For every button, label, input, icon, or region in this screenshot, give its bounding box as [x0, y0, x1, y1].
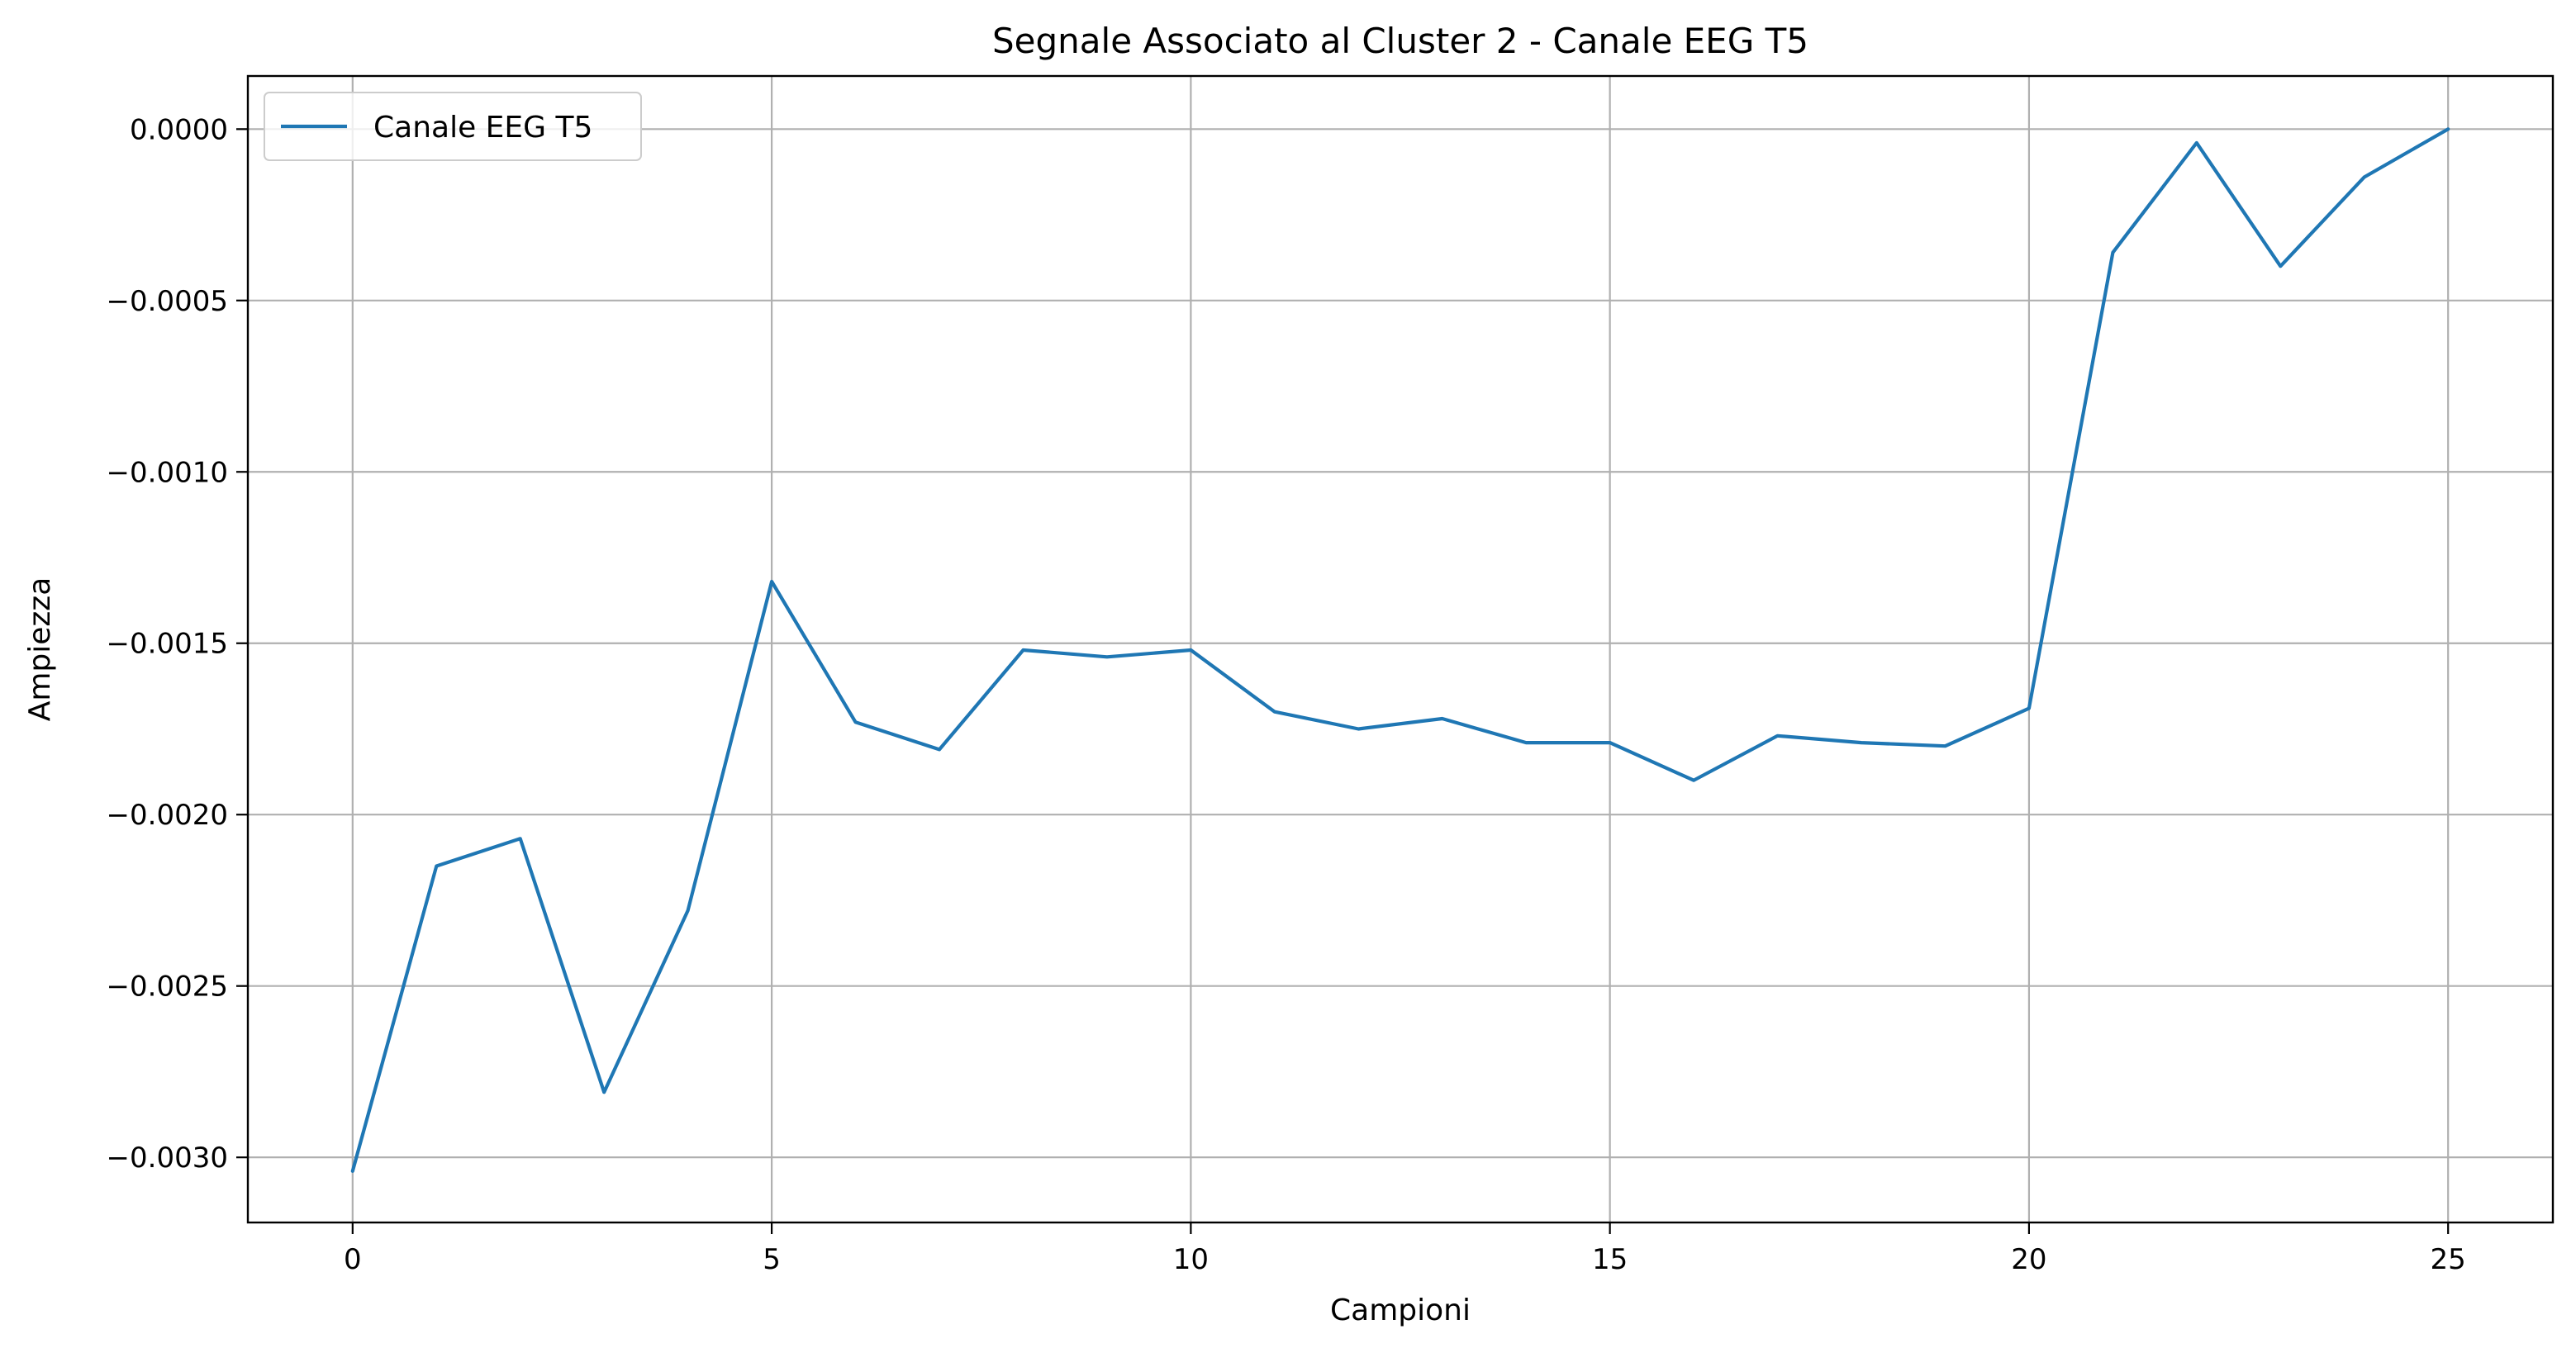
series-layer [350, 127, 2450, 1173]
y-tick-label: −0.0020 [107, 799, 228, 832]
y-tick-label: −0.0025 [107, 971, 228, 1004]
series-line [350, 127, 2450, 1173]
legend-box [264, 92, 642, 161]
x-axis-title: Campioni [1330, 1294, 1471, 1327]
plot-frame [246, 74, 2555, 1224]
ticks: 0 5 10 15 20 25 0.0000 −0.0005 −0.0010 −0.0015 −0.… [107, 113, 2466, 1276]
y-tick-label: −0.0005 [107, 285, 228, 318]
x-tick-label: 20 [2011, 1243, 2046, 1276]
chart-title: Segnale Associato al Cluster 2 - Canale … [992, 21, 1808, 61]
y-tick-label: −0.0010 [107, 456, 228, 489]
grid [248, 76, 2553, 1222]
x-tick-label: 10 [1173, 1243, 1209, 1276]
y-tick-label: −0.0015 [107, 628, 228, 661]
y-tick-label: 0.0000 [130, 113, 228, 146]
legend-label: Canale EEG T5 [373, 111, 592, 145]
y-tick-label: −0.0030 [107, 1142, 228, 1175]
x-tick-label: 5 [763, 1243, 781, 1276]
x-tick-label: 15 [1592, 1243, 1628, 1276]
x-tick-label: 0 [344, 1243, 362, 1276]
y-axis-title: Ampiezza [23, 577, 57, 722]
x-tick-label: 25 [2431, 1243, 2466, 1276]
legend: Canale EEG T5 [264, 92, 642, 161]
